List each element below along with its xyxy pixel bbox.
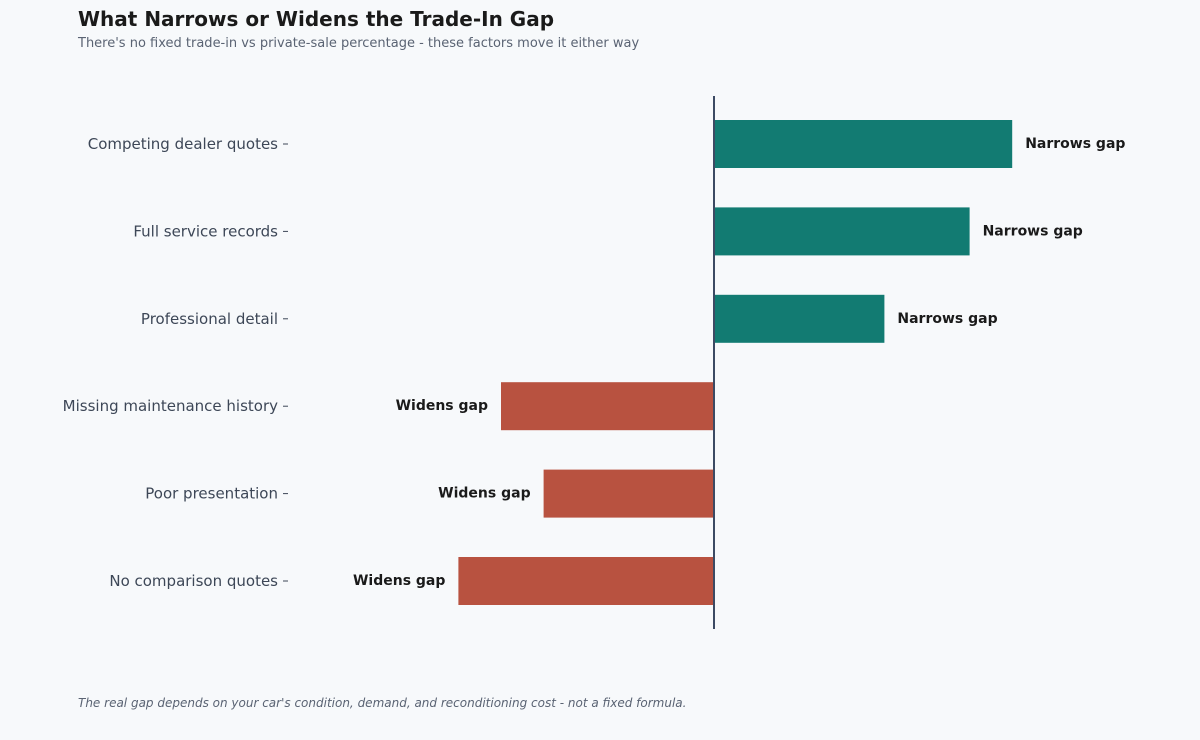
bar-no-comparison-quotes (458, 557, 714, 605)
bars-layer (458, 120, 1013, 605)
data-label: Widens gap (438, 486, 530, 502)
chart-title: What Narrows or Widens the Trade-In Gap (78, 7, 555, 31)
data-label: Narrows gap (1025, 136, 1125, 152)
data-label: Narrows gap (983, 223, 1083, 239)
bar-full-service-records (714, 207, 970, 256)
bar-professional-detail (714, 294, 885, 343)
bar-competing-dealer-quotes (714, 120, 1013, 168)
bar-missing-maintenance-history (501, 382, 714, 431)
category-label: Missing maintenance history (63, 397, 278, 415)
data-label: Narrows gap (897, 311, 997, 327)
chart-footnote: The real gap depends on your car's condi… (78, 696, 687, 710)
data-label: Widens gap (353, 573, 445, 589)
category-label: Competing dealer quotes (88, 135, 278, 153)
chart-subtitle: There's no fixed trade-in vs private-sal… (78, 36, 640, 51)
data-label: Widens gap (396, 398, 488, 414)
bar-poor-presentation (543, 469, 714, 518)
labels-layer: Competing dealer quotes Narrows gap Full s… (63, 135, 1126, 590)
category-label: Poor presentation (145, 485, 278, 503)
category-label: Professional detail (141, 310, 278, 328)
category-label: No comparison quotes (109, 572, 278, 590)
category-label: Full service records (133, 222, 278, 240)
